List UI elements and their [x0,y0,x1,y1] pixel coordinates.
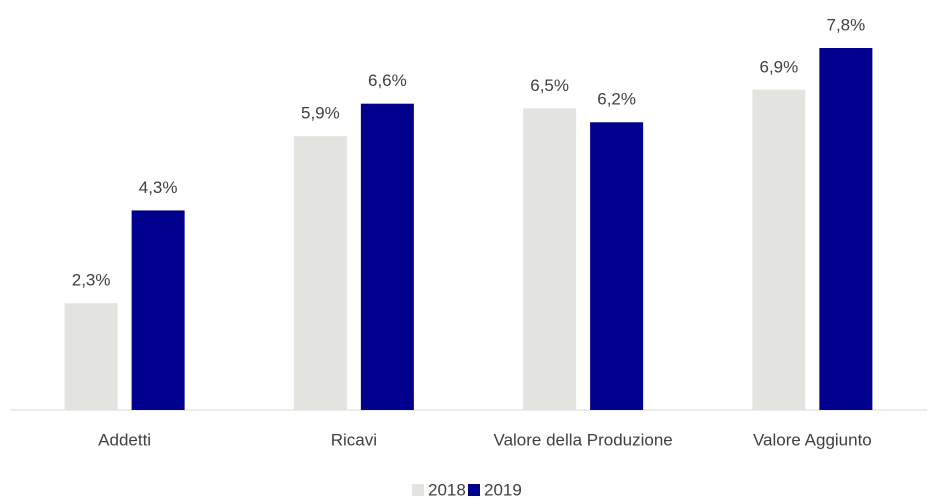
value-label: 6,9% [760,57,799,76]
x-tick-label: Valore Aggiunto [753,430,872,449]
value-label: 4,3% [139,178,178,197]
value-label: 6,2% [597,90,636,109]
bar [590,122,644,410]
legend-label: 2019 [484,480,522,499]
legend-swatch [412,484,424,496]
bar [819,48,873,410]
x-tick-label: Valore della Produzione [494,430,673,449]
bar [360,103,414,410]
bar [64,303,118,410]
value-label: 6,5% [530,76,569,95]
bar [131,210,185,410]
bar [293,136,347,410]
bar [752,89,806,411]
legend-swatch [468,484,480,496]
x-tick-label: Ricavi [331,430,377,449]
value-label: 2,3% [72,271,111,290]
bar [523,108,577,410]
value-label: 5,9% [301,104,340,123]
value-label: 7,8% [827,15,866,34]
value-label: 6,6% [368,71,407,90]
x-tick-label: Addetti [98,430,151,449]
legend-label: 2018 [428,480,466,499]
